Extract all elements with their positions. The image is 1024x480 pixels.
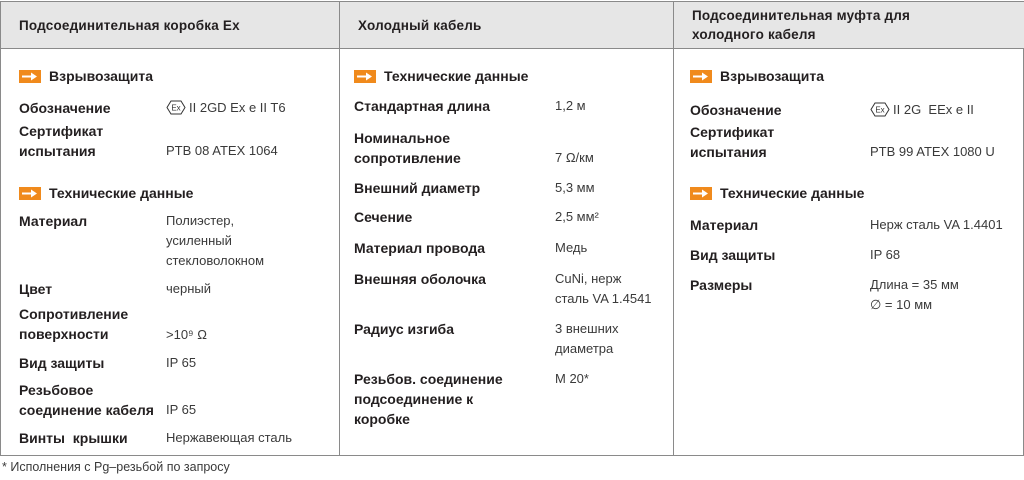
row-value-cell: M 20* bbox=[555, 369, 589, 389]
row-value: II 2G EEx e II bbox=[893, 102, 974, 117]
row-value-cell: 1,2 м bbox=[555, 96, 586, 116]
row-value: Нерж сталь VA 1.4401 bbox=[870, 217, 1003, 232]
column-header: Подсоединительная муфта для холодного ка… bbox=[674, 2, 1024, 49]
section-heading: Взрывозащита bbox=[19, 68, 153, 84]
row-label: Вид защиты bbox=[19, 355, 105, 371]
row-value-cell: Ex II 2GD Ex e II T6 bbox=[166, 98, 286, 121]
column-1: Холодный кабель Технические данные Стандар… bbox=[339, 2, 673, 455]
footnote: * Исполнения с Pg–резьбой по запросу bbox=[2, 460, 230, 474]
row-label: Материал bbox=[19, 213, 88, 229]
row-value-cell: >10⁹ Ω bbox=[166, 325, 207, 345]
row-value-cell: 3 внешних диаметра bbox=[555, 319, 619, 359]
row-value-cell: PTB 08 ATEX 1064 bbox=[166, 141, 278, 161]
row-label: Сечение bbox=[354, 209, 413, 225]
row-value-cell: IP 65 bbox=[166, 400, 196, 420]
row-label: Сертификат испытания bbox=[690, 124, 775, 160]
row-label: Обозначение bbox=[19, 100, 111, 116]
row-value-cell: Длина = 35 мм ∅ = 10 мм bbox=[870, 275, 959, 315]
row-value: 1,2 м bbox=[555, 98, 586, 113]
section-heading: Технические данные bbox=[690, 185, 864, 201]
row-label: Размеры bbox=[690, 277, 753, 293]
row-value-cell: Нержавеющая сталь bbox=[166, 428, 292, 448]
arrow-right-icon bbox=[354, 69, 376, 83]
spec-table: Подсоединительная коробка Ex Взрывозащита… bbox=[0, 1, 1024, 456]
row-value: >10⁹ Ω bbox=[166, 327, 207, 342]
row-value-cell: Ex II 2G EEx e II bbox=[870, 100, 974, 123]
row-label: Вид защиты bbox=[690, 247, 776, 263]
row-value: черный bbox=[166, 281, 212, 296]
row-value-cell: черный bbox=[166, 279, 211, 299]
row-value: II 2GD Ex e II T6 bbox=[189, 100, 286, 115]
section-title: Взрывозащита bbox=[49, 68, 153, 84]
row-value-cell: CuNi, нерж сталь VA 1.4541 bbox=[555, 269, 652, 309]
row-value: Медь bbox=[555, 240, 588, 255]
column-2: Подсоединительная муфта для холодного ка… bbox=[673, 2, 1024, 455]
row-value-cell: 7 Ω/км bbox=[555, 148, 594, 168]
section-title: Технические данные bbox=[49, 185, 194, 201]
row-label: Сопротивление поверхности bbox=[19, 306, 129, 342]
row-value: PTB 99 ATEX 1080 U bbox=[870, 144, 995, 159]
ex-mark-icon: Ex bbox=[870, 102, 890, 123]
row-value-cell: Полиэстер, усиленный стекловолокном bbox=[166, 211, 264, 271]
row-value: IP 65 bbox=[166, 402, 197, 417]
row-label: Стандартная длина bbox=[354, 98, 491, 114]
row-label: Внешняя оболочка bbox=[354, 271, 486, 287]
row-value: PTB 08 ATEX 1064 bbox=[166, 143, 278, 158]
arrow-right-icon bbox=[690, 186, 712, 200]
row-label: Резьбовое соединение кабеля bbox=[19, 382, 154, 418]
section-heading: Взрывозащита bbox=[690, 68, 824, 84]
section-heading: Технические данные bbox=[19, 185, 193, 201]
row-label: Номинальное сопротивление bbox=[354, 130, 461, 166]
section-title: Технические данные bbox=[720, 185, 865, 201]
row-label: Винты крышки bbox=[19, 430, 128, 446]
row-value: 3 внешних диаметра bbox=[555, 321, 619, 356]
row-value: IP 65 bbox=[166, 355, 197, 370]
arrow-right-icon bbox=[19, 186, 41, 200]
column-header: Холодный кабель bbox=[340, 2, 673, 49]
row-label: Внешний диаметр bbox=[354, 180, 481, 196]
ex-mark-icon: Ex bbox=[166, 100, 186, 121]
row-value-cell: IP 65 bbox=[166, 353, 196, 373]
row-value-cell: 5,3 мм bbox=[555, 178, 595, 198]
section-title: Взрывозащита bbox=[720, 68, 824, 84]
row-value: Длина = 35 мм ∅ = 10 мм bbox=[870, 277, 959, 312]
svg-text:Ex: Ex bbox=[875, 106, 884, 115]
row-value-cell: IP 68 bbox=[870, 245, 900, 265]
row-value-cell: Медь bbox=[555, 238, 587, 258]
row-label: Радиус изгиба bbox=[354, 321, 454, 337]
row-label: Резьбов. соединение подсоединение к коро… bbox=[354, 371, 503, 427]
row-label: Материал провода bbox=[354, 240, 486, 256]
row-label: Материал bbox=[690, 217, 759, 233]
row-value-cell: Нерж сталь VA 1.4401 bbox=[870, 215, 1003, 235]
row-value: 2,5 мм² bbox=[555, 209, 599, 224]
row-value: Нержавеющая сталь bbox=[166, 430, 292, 445]
row-value-cell: 2,5 мм² bbox=[555, 207, 599, 227]
row-value: 7 Ω/км bbox=[555, 150, 594, 165]
row-label: Обозначение bbox=[690, 102, 782, 118]
column-0: Подсоединительная коробка Ex Взрывозащита… bbox=[1, 2, 339, 455]
row-value: CuNi, нерж сталь VA 1.4541 bbox=[555, 271, 652, 306]
section-title: Технические данные bbox=[384, 68, 529, 84]
arrow-right-icon bbox=[19, 69, 41, 83]
arrow-right-icon bbox=[690, 69, 712, 83]
svg-text:Ex: Ex bbox=[171, 104, 180, 113]
row-label: Сертификат испытания bbox=[19, 123, 104, 159]
row-value: M 20* bbox=[555, 371, 589, 386]
row-value: IP 68 bbox=[870, 247, 901, 262]
row-value: Полиэстер, усиленный стекловолокном bbox=[166, 213, 265, 268]
row-value-cell: PTB 99 ATEX 1080 U bbox=[870, 142, 995, 162]
row-label: Цвет bbox=[19, 281, 53, 297]
column-header: Подсоединительная коробка Ex bbox=[1, 2, 339, 49]
row-value: 5,3 мм bbox=[555, 180, 595, 195]
section-heading: Технические данные bbox=[354, 68, 528, 84]
